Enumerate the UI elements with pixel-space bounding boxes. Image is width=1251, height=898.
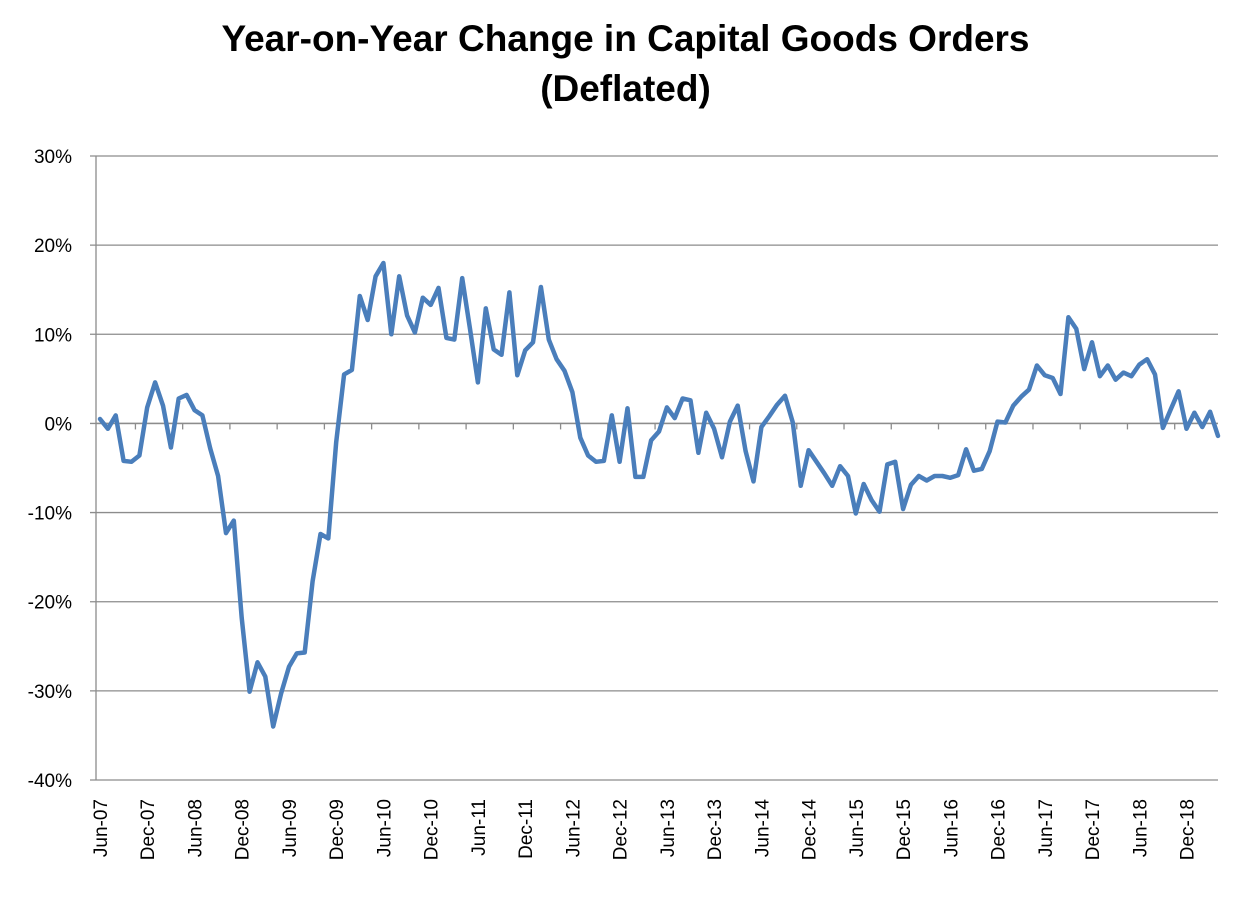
y-tick-label: -20% — [28, 593, 72, 614]
x-tick-label: Jun-07 — [91, 799, 112, 857]
x-tick-label: Dec-18 — [1178, 799, 1199, 860]
x-tick-label: Jun-11 — [469, 799, 490, 856]
chart-title-line1: Year-on-Year Change in Capital Goods Ord… — [221, 18, 1030, 59]
x-tick-label: Dec-11 — [516, 799, 537, 859]
gridlines — [90, 155, 1218, 781]
x-tick-label: Dec-14 — [800, 799, 821, 861]
y-tick-label: -10% — [28, 504, 72, 525]
x-tick-label: Dec-10 — [422, 799, 443, 860]
x-tick-label: Dec-09 — [327, 799, 348, 860]
x-tick-label: Jun-18 — [1130, 799, 1151, 857]
x-tick-label: Jun-10 — [374, 799, 395, 857]
y-tick-label: 30% — [34, 147, 72, 168]
x-tick-label: Jun-09 — [280, 799, 301, 857]
y-tick-label: 20% — [34, 236, 72, 257]
x-tick-label: Dec-15 — [894, 799, 915, 860]
x-tick-label: Jun-14 — [752, 799, 773, 858]
x-tick-label: Dec-17 — [1083, 799, 1104, 860]
x-tick-label: Jun-15 — [847, 799, 868, 857]
x-tick-labels: Jun-07 Dec-07 Jun-08 Dec-08 Jun-09 Dec-09 Jun-… — [91, 799, 1199, 861]
axes — [95, 156, 1218, 780]
x-tick-label: Dec-16 — [989, 799, 1010, 860]
x-tick-label: Dec-08 — [233, 799, 254, 860]
y-tick-label: 10% — [34, 325, 72, 346]
y-tick-label: 0% — [45, 414, 73, 435]
x-tick-label: Jun-17 — [1036, 799, 1057, 857]
x-tick-label: Jun-16 — [941, 799, 962, 857]
y-tick-label: -40% — [28, 771, 72, 792]
x-tick-label: Jun-13 — [658, 799, 679, 857]
x-tick-label: Dec-07 — [138, 799, 159, 860]
y-tick-label: -30% — [28, 682, 72, 703]
chart-title-line2: (Deflated) — [540, 68, 711, 109]
x-tick-label: Jun-08 — [185, 799, 206, 857]
series-layer — [97, 260, 1221, 729]
x-tick-label: Dec-13 — [705, 799, 726, 860]
x-tick-label: Dec-12 — [611, 799, 632, 860]
series-line — [97, 260, 1221, 729]
chart-title: Year-on-Year Change in Capital Goods Ord… — [0, 14, 1251, 114]
y-tick-labels: 30% 20% 10% 0% -10% -20% -30% -40% — [28, 147, 72, 792]
x-tick-label: Jun-12 — [563, 799, 584, 857]
